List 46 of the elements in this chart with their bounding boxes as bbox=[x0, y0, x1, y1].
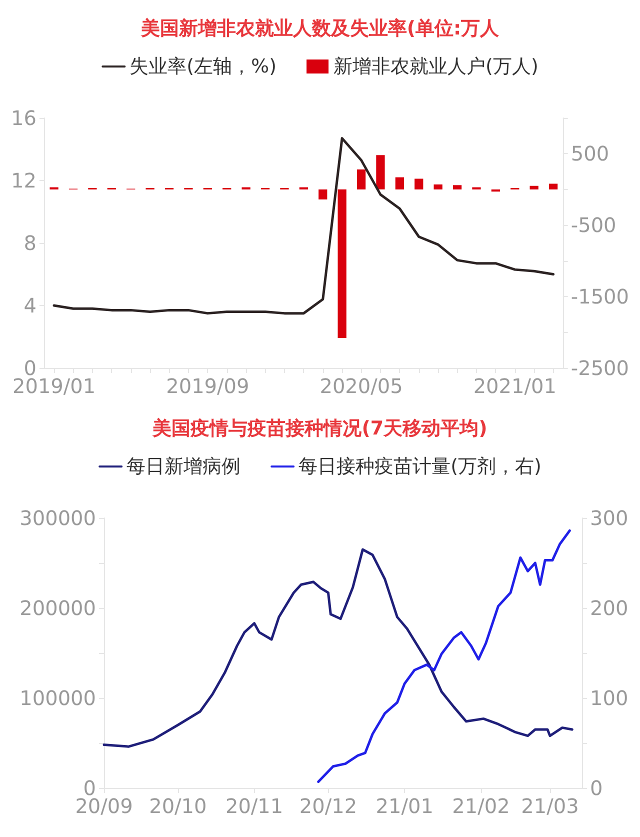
x-tick-label: 21/03 bbox=[521, 794, 579, 818]
legend-label: 每日接种疫苗计量(万剂，右) bbox=[298, 456, 542, 478]
x-tick-label: 20/12 bbox=[299, 794, 358, 818]
bar bbox=[414, 178, 424, 190]
line-series bbox=[102, 548, 574, 748]
x-tick-label: 2019/09 bbox=[166, 374, 250, 398]
x-tick-label: 21/01 bbox=[376, 794, 434, 818]
y2-tick-label: 300 bbox=[590, 506, 628, 530]
bar bbox=[395, 177, 404, 190]
bar bbox=[491, 189, 500, 192]
y2-tick-label: 500 bbox=[570, 142, 610, 166]
legend-label: 新增非农就业人户(万人) bbox=[334, 56, 538, 78]
y-tick-label: 16 bbox=[10, 106, 36, 130]
y-tick-label: 8 bbox=[24, 231, 36, 255]
x-tick-label: 2021/01 bbox=[473, 374, 556, 398]
x-tick-label: 20/10 bbox=[149, 794, 207, 818]
x-tick-label: 20/11 bbox=[225, 794, 284, 818]
y2-tick-label: 0 bbox=[590, 776, 603, 800]
y-tick-label: 4 bbox=[24, 294, 36, 318]
chart-title: 美国疫情与疫苗接种情况(7天移动平均) bbox=[152, 418, 488, 440]
bar bbox=[318, 189, 328, 200]
legend-label: 失业率(左轴，%) bbox=[130, 56, 277, 78]
bar bbox=[434, 184, 442, 190]
x-tick-label: 20/09 bbox=[75, 794, 133, 818]
y2-tick-label: -500 bbox=[570, 213, 616, 238]
bar bbox=[530, 186, 538, 190]
line-series bbox=[52, 137, 555, 315]
y2-tick-label: -2500 bbox=[570, 356, 630, 380]
bar bbox=[548, 184, 558, 190]
y-tick-label: 300000 bbox=[20, 506, 96, 530]
y-tick-label: 12 bbox=[10, 168, 36, 192]
bar bbox=[376, 155, 385, 190]
y2-tick-label: 100 bbox=[590, 686, 628, 710]
bar bbox=[338, 189, 346, 338]
y-tick-label: 100000 bbox=[20, 686, 96, 710]
x-tick-label: 2019/01 bbox=[12, 374, 96, 398]
x-tick-label: 2020/05 bbox=[320, 374, 403, 398]
y2-tick-label: -1500 bbox=[570, 284, 630, 309]
chart-title: 美国新增非农就业人数及失业率(单位:万人 bbox=[140, 18, 500, 40]
x-tick-label: 21/02 bbox=[452, 794, 510, 818]
bar bbox=[452, 185, 462, 190]
bar bbox=[356, 169, 366, 190]
y-tick-label: 200000 bbox=[20, 596, 96, 620]
y2-tick-label: 200 bbox=[590, 596, 628, 620]
line-series bbox=[317, 529, 571, 783]
legend-label: 每日新增病例 bbox=[126, 456, 241, 478]
